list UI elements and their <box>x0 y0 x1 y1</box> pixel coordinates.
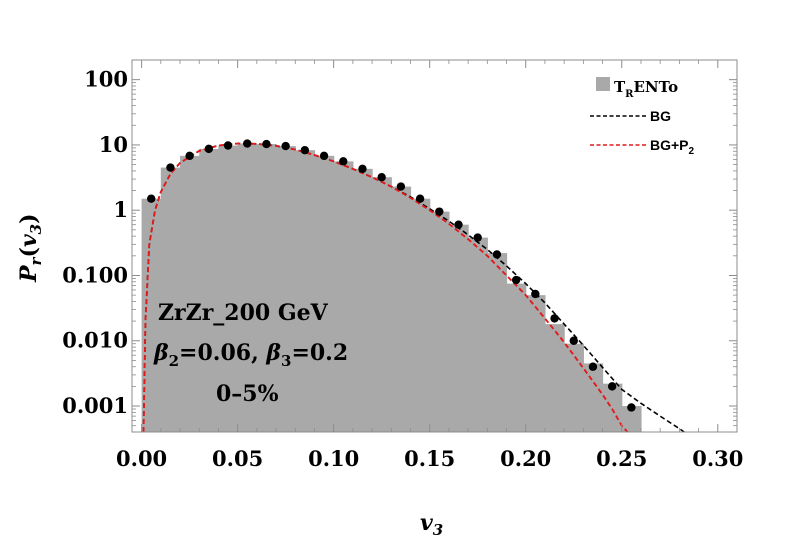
data-point-19 <box>511 275 521 285</box>
legend: TRENTo BG BG+P2 <box>590 77 695 157</box>
data-point-1 <box>166 163 175 172</box>
y-axis-title: Pr(v3) <box>16 213 45 283</box>
y-tick-label-3: 1 <box>113 197 128 222</box>
histogram-bar-9 <box>314 155 335 432</box>
x-tick-label-3: 0.15 <box>404 446 455 471</box>
axes: 0.00 0.05 0.10 0.15 0.20 0.25 0.30 0.001 0.010 0.… <box>62 59 743 471</box>
histogram-bar-15 <box>429 211 450 432</box>
x-axis-title: v3 <box>420 510 443 539</box>
histogram-bar-11 <box>352 168 373 432</box>
legend-swatch-trento <box>596 77 610 91</box>
data-point-9 <box>319 151 329 161</box>
data-point-24 <box>607 382 617 391</box>
histogram-bar-16 <box>448 224 469 432</box>
x-tick-label-4: 0.20 <box>500 446 551 471</box>
x-tick-label-0: 0.00 <box>116 446 167 471</box>
annotation-centrality: 0–5% <box>216 381 279 407</box>
data-point-12 <box>377 173 386 182</box>
x-tick-label-6: 0.30 <box>692 446 743 471</box>
legend-label-bg-p2: BG+P2 <box>650 137 695 157</box>
annotation-betas: β2=0.06, β3=0.2 <box>153 340 348 370</box>
annotation: ZrZr_200 GeV β2=0.06, β3=0.2 0–5% <box>153 300 348 407</box>
data-point-5 <box>243 139 252 148</box>
data-point-21 <box>550 314 559 323</box>
data-point-2 <box>185 151 194 161</box>
data-point-11 <box>358 164 367 174</box>
x-tick-label-5: 0.25 <box>596 446 647 471</box>
y-tick-label-4: 10 <box>99 132 128 157</box>
plot-frame <box>131 59 738 433</box>
legend-label-bg: BG <box>650 108 671 124</box>
data-point-0 <box>147 194 156 203</box>
histogram-bar-10 <box>333 161 354 432</box>
data-point-6 <box>262 139 271 149</box>
data-point-20 <box>531 289 540 299</box>
data-point-3 <box>204 144 214 154</box>
data-point-16 <box>454 220 463 229</box>
data-point-25 <box>627 403 636 412</box>
x-tick-label-1: 0.05 <box>212 446 263 471</box>
data-point-13 <box>396 182 406 191</box>
data-point-8 <box>300 146 310 155</box>
x-tick-label-2: 0.10 <box>308 446 359 471</box>
histogram-bar-2 <box>180 155 200 432</box>
legend-label-trento: TRENTo <box>614 78 678 100</box>
histogram-bar-5 <box>237 143 258 432</box>
histogram-bar-14 <box>410 198 431 432</box>
data-point-23 <box>588 362 598 371</box>
histogram-bar-24 <box>602 383 623 432</box>
histogram-bar-12 <box>372 177 392 432</box>
data-point-17 <box>473 233 482 242</box>
y-tick-label-0: 0.001 <box>62 393 128 418</box>
data-point-4 <box>223 141 233 150</box>
histogram-bar-23 <box>583 363 604 432</box>
data-point-15 <box>435 207 444 216</box>
histogram-bar-4 <box>218 145 239 433</box>
data-point-10 <box>339 157 348 166</box>
histogram-bar-6 <box>256 144 277 432</box>
histogram-bar-3 <box>199 148 220 432</box>
histogram-bar-25 <box>621 406 642 432</box>
plot-area <box>141 139 685 433</box>
data-point-7 <box>281 141 290 151</box>
histogram-bar-17 <box>468 237 488 432</box>
histogram-bar-20 <box>525 295 546 432</box>
data-point-22 <box>569 336 578 345</box>
data-point-14 <box>415 194 425 203</box>
histogram-bar-0 <box>141 198 162 432</box>
histogram-bar-22 <box>564 343 584 432</box>
y-tick-label-2: 0.100 <box>62 262 128 287</box>
y-tick-label-5: 100 <box>84 67 128 92</box>
histogram-bar-8 <box>295 150 316 432</box>
histogram-bar-21 <box>544 324 565 432</box>
histogram-bar-7 <box>276 146 296 432</box>
data-point-18 <box>492 250 502 259</box>
histogram-bar-1 <box>160 167 181 432</box>
annotation-system: ZrZr_200 GeV <box>158 300 329 326</box>
histogram-bar-18 <box>487 253 508 432</box>
y-tick-label-1: 0.010 <box>62 328 128 353</box>
histogram-bar-13 <box>391 186 412 432</box>
histogram-bar-19 <box>506 283 527 432</box>
